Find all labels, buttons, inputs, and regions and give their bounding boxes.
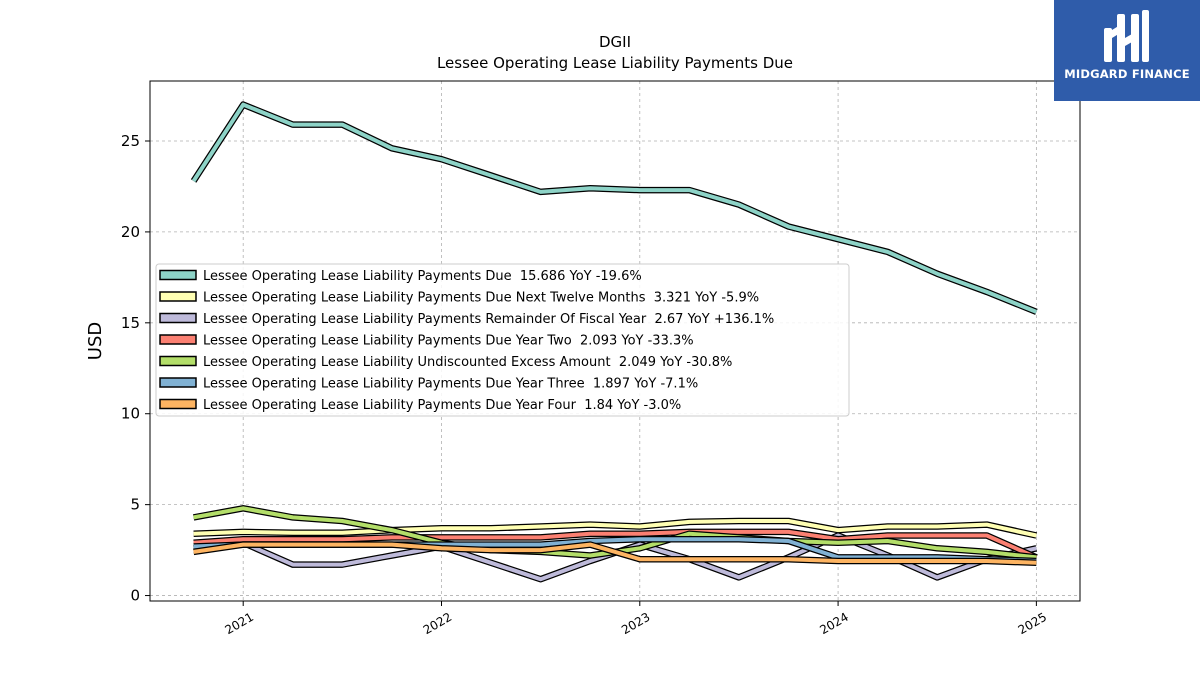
series-lines <box>190 101 1038 583</box>
legend-box <box>155 263 850 417</box>
series-line-1 <box>191 102 1038 314</box>
y-tick-label: 15 <box>121 314 140 332</box>
legend-swatch <box>159 312 197 324</box>
y-tick-label: 20 <box>121 223 140 241</box>
legend-label: Lessee Operating Lease Liability Payment… <box>203 312 774 327</box>
legend-label: Lessee Operating Lease Liability Payment… <box>203 334 694 349</box>
legend-swatch <box>159 398 197 410</box>
legend-label: Lessee Operating Lease Liability Payment… <box>203 269 642 284</box>
x-tick-label: 2022 <box>421 610 454 637</box>
legend-label: Lessee Operating Lease Liability Undisco… <box>203 355 732 370</box>
legend-swatch <box>159 355 197 367</box>
series-line-2 <box>193 519 1037 538</box>
y-tick-label: 5 <box>130 496 140 514</box>
y-tick-label: 25 <box>121 132 140 150</box>
chart-title: DGII <box>599 33 631 51</box>
x-axis: 2021 2022 2023 2024 2025 <box>222 601 1049 637</box>
x-tick-label: 2024 <box>817 610 850 637</box>
legend: Lessee Operating Lease Liability Payment… <box>155 263 850 417</box>
brand-name: MIDGARD FINANCE <box>1064 67 1190 81</box>
y-tick-label: 10 <box>121 405 140 423</box>
y-axis: 0 5 10 15 20 25 <box>121 132 150 605</box>
brand-logo: MIDGARD FINANCE <box>1054 0 1200 101</box>
series-line-7 <box>193 542 1037 565</box>
legend-swatch <box>159 291 197 302</box>
x-tick-label: 2023 <box>619 610 652 637</box>
y-tick-label: 0 <box>130 587 140 605</box>
x-tick-label: 2025 <box>1016 610 1049 637</box>
y-axis-label: USD <box>85 322 106 360</box>
legend-label: Lessee Operating Lease Liability Payment… <box>203 398 681 413</box>
plot-frame <box>149 80 1081 602</box>
legend-swatch <box>159 377 197 388</box>
legend-swatch <box>159 334 197 345</box>
logo-mark-icon <box>1104 10 1149 62</box>
legend-swatch <box>159 269 197 281</box>
legend-label: Lessee Operating Lease Liability Payment… <box>203 377 698 392</box>
series-line-4 <box>193 529 1038 560</box>
legend-label: Lessee Operating Lease Liability Payment… <box>203 291 759 306</box>
x-tick-label: 2021 <box>222 610 255 637</box>
chart-subtitle: Lessee Operating Lease Liability Payment… <box>437 54 793 72</box>
